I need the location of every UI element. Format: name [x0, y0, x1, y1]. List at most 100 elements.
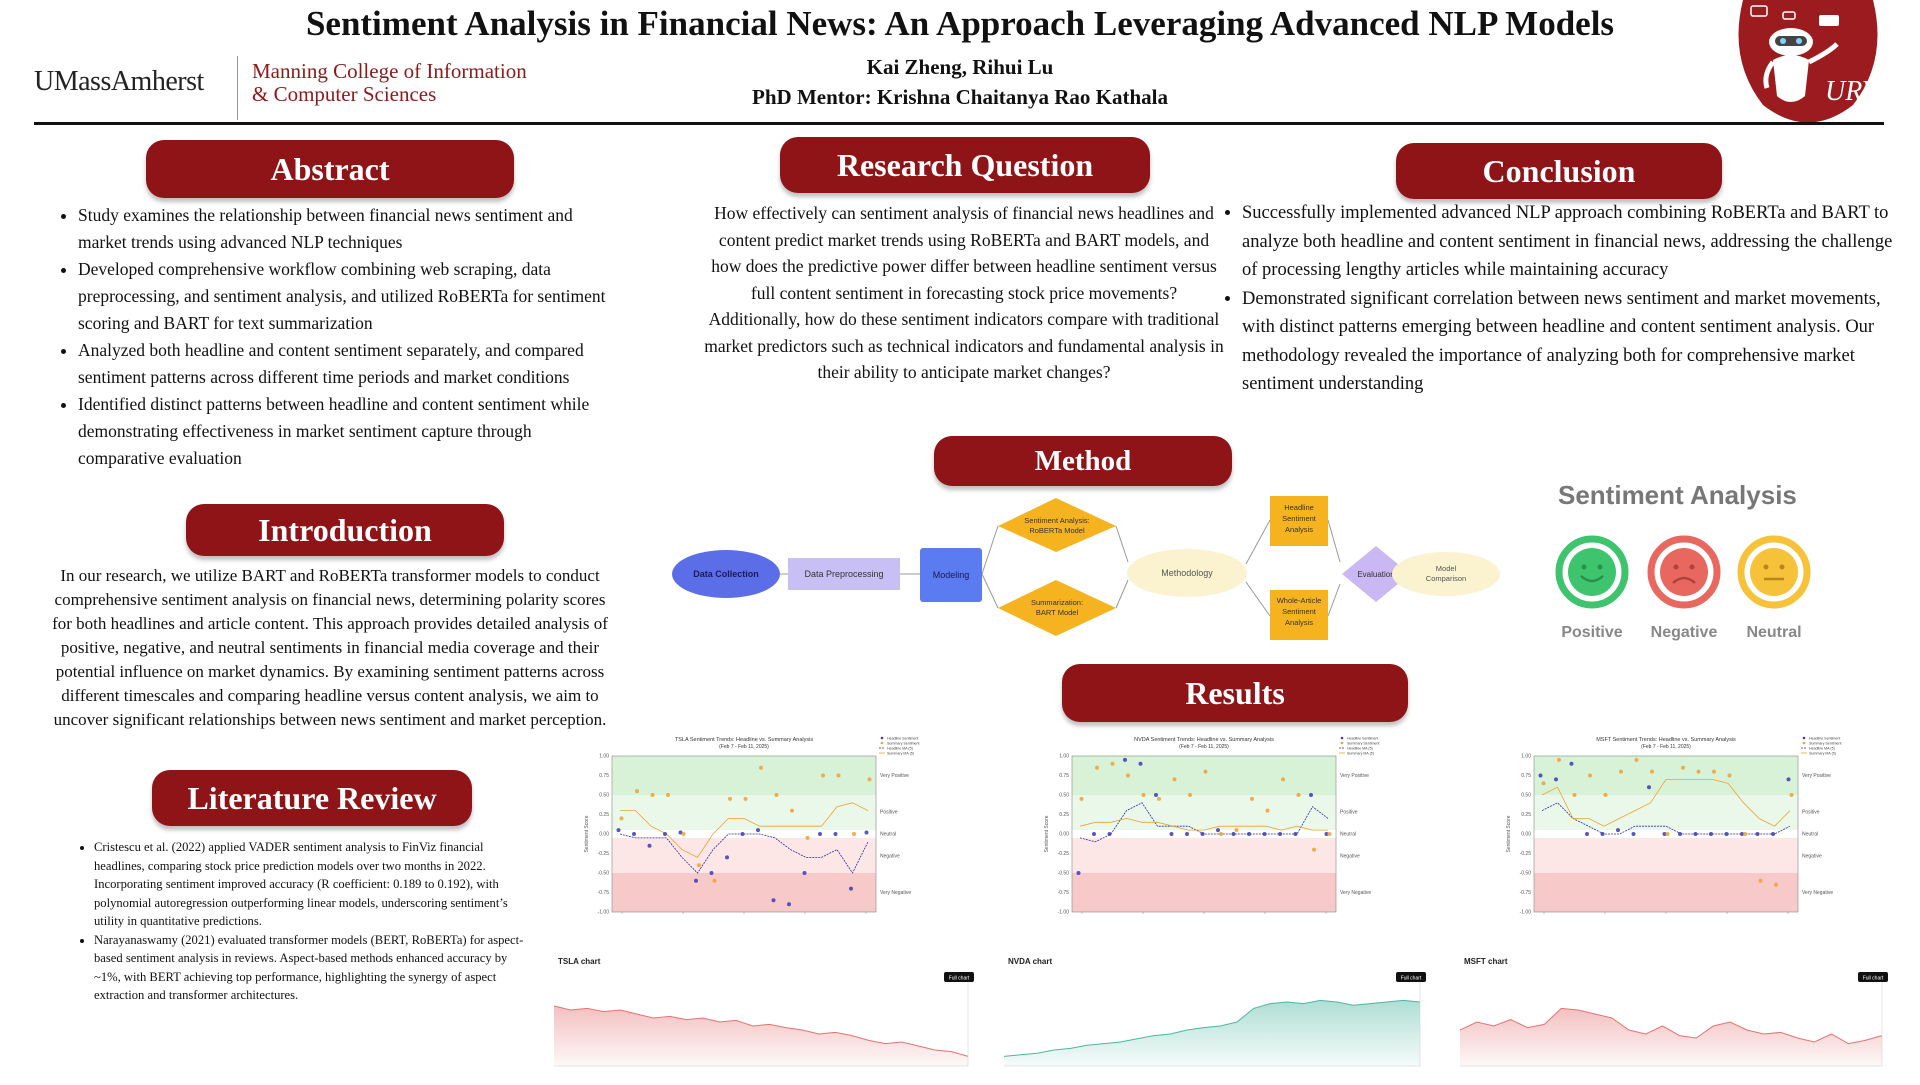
- legend-marker: [1803, 742, 1806, 745]
- full-chart-label: Full chart: [1401, 976, 1422, 982]
- sentiment-zone: [1072, 795, 1336, 830]
- node-modeling: Modeling: [920, 548, 982, 602]
- data-point: [852, 832, 856, 836]
- data-point: [1294, 832, 1298, 836]
- data-point: [1694, 832, 1698, 836]
- node-whole-article-sentiment: Whole-Article Sentiment Analysis: [1270, 590, 1328, 640]
- results-heading: Results: [1062, 664, 1408, 722]
- y-tick-label: -0.50: [1520, 871, 1532, 877]
- data-point: [1111, 762, 1115, 766]
- data-point: [710, 871, 714, 875]
- zone-label: Positive: [1340, 810, 1358, 816]
- data-point: [1092, 832, 1096, 836]
- chart-subtitle: (Feb 7 - Feb 11, 2025): [719, 744, 769, 750]
- y-tick-label: -0.25: [1520, 851, 1532, 857]
- node-model-comparison: Model Comparison: [1392, 552, 1500, 596]
- negative-face-icon: [1646, 534, 1722, 615]
- data-point: [775, 793, 779, 797]
- data-point: [635, 789, 639, 793]
- chart-title: TSLA Sentiment Trends: Headline vs. Summ…: [675, 737, 813, 743]
- literature-body: Cristescu et al. (2022) applied VADER se…: [76, 838, 536, 1005]
- data-point: [697, 863, 701, 867]
- robot-icon: URV: [1733, 0, 1883, 122]
- y-tick-label: 0.25: [1059, 812, 1069, 818]
- legend-marker: [1803, 737, 1806, 740]
- urv-text: URV: [1825, 76, 1882, 107]
- zone-label: Very Negative: [1340, 890, 1371, 896]
- data-point: [1173, 777, 1177, 781]
- data-point: [1263, 832, 1267, 836]
- zone-label: Neutral: [1340, 832, 1356, 838]
- data-point: [1095, 766, 1099, 770]
- data-point: [1328, 832, 1332, 836]
- data-point: [1077, 871, 1081, 875]
- poster-title: Sentiment Analysis in Financial News: An…: [0, 4, 1920, 44]
- data-point: [1697, 770, 1701, 774]
- data-point: [1123, 758, 1127, 762]
- abstract-item: Analyzed both headline and content senti…: [78, 337, 608, 391]
- data-point: [1247, 832, 1251, 836]
- sentiment-zone: [612, 756, 876, 795]
- y-tick-label: -1.00: [1058, 910, 1070, 916]
- literature-item: Cristescu et al. (2022) applied VADER se…: [94, 838, 536, 931]
- legend-marker: [881, 737, 884, 740]
- y-tick-label: -0.75: [1520, 890, 1532, 896]
- y-tick-label: 0.25: [599, 812, 609, 818]
- node-headline-sentiment: Headline Sentiment Analysis: [1270, 496, 1328, 546]
- method-heading: Method: [934, 436, 1232, 486]
- sentiment-zone: [1072, 756, 1336, 795]
- data-point: [1266, 809, 1270, 813]
- header-rule: [34, 122, 1884, 125]
- sentiment-zone: [1534, 795, 1798, 830]
- legend-entry: Summary MA (5): [887, 752, 914, 756]
- price-area: [1460, 1008, 1882, 1066]
- data-point: [1080, 797, 1084, 801]
- price-area: [554, 1006, 968, 1066]
- data-point: [1142, 793, 1146, 797]
- data-point: [620, 816, 624, 820]
- sentiment-zone: [1072, 873, 1336, 912]
- msft-sentiment-chart: MSFT Sentiment Trends: Headline vs. Summ…: [1498, 732, 1862, 942]
- legend-entry: Headline MA (5): [887, 747, 913, 751]
- tsla-price-chart: TSLA chart Full chart: [554, 952, 1002, 1080]
- data-point: [648, 844, 652, 848]
- data-point: [1312, 848, 1316, 852]
- legend-entry: Headline Sentiment: [1347, 737, 1378, 741]
- data-point: [741, 832, 745, 836]
- zone-label: Very Positive: [880, 773, 909, 779]
- svg-text:Comparison: Comparison: [1426, 574, 1466, 583]
- svg-text:Data Preprocessing: Data Preprocessing: [804, 569, 883, 579]
- abstract-item: Identified distinct patterns between hea…: [78, 391, 608, 472]
- legend-marker: [1341, 742, 1344, 745]
- data-point: [1309, 793, 1313, 797]
- legend-entry: Headline MA (5): [1809, 747, 1835, 751]
- abstract-item: Study examines the relationship between …: [78, 202, 608, 256]
- data-point: [1216, 828, 1220, 832]
- data-point: [1771, 832, 1775, 836]
- data-point: [1728, 774, 1732, 778]
- sentiment-zone: [612, 873, 876, 912]
- data-point: [1790, 793, 1794, 797]
- zone-label: Very Negative: [1802, 890, 1833, 896]
- zone-label: Negative: [1802, 853, 1822, 859]
- sentiment-zone: [1534, 838, 1798, 873]
- introduction-heading: Introduction: [186, 504, 504, 556]
- data-point: [1281, 777, 1285, 781]
- svg-text:Model: Model: [1436, 564, 1457, 573]
- data-point: [713, 879, 717, 883]
- full-chart-label: Full chart: [1863, 976, 1884, 982]
- svg-text:Summarization:: Summarization:: [1031, 598, 1083, 607]
- data-point: [787, 902, 791, 906]
- data-point: [1201, 832, 1205, 836]
- y-axis-label: Sentiment Score: [1044, 815, 1050, 852]
- svg-text:Sentiment Analysis:: Sentiment Analysis:: [1024, 516, 1089, 525]
- umass-logo: UMassAmherst: [34, 66, 204, 98]
- college-line-1: Manning College of Information: [252, 60, 527, 83]
- neutral-face-icon: [1736, 534, 1812, 615]
- data-point: [1188, 793, 1192, 797]
- svg-text:Evaluation: Evaluation: [1357, 570, 1394, 579]
- data-point: [1632, 832, 1636, 836]
- conclusion-item: Demonstrated significant correlation bet…: [1242, 285, 1900, 399]
- legend-entry: Headline Sentiment: [1809, 737, 1840, 741]
- introduction-text: In our research, we utilize BART and RoB…: [46, 564, 614, 732]
